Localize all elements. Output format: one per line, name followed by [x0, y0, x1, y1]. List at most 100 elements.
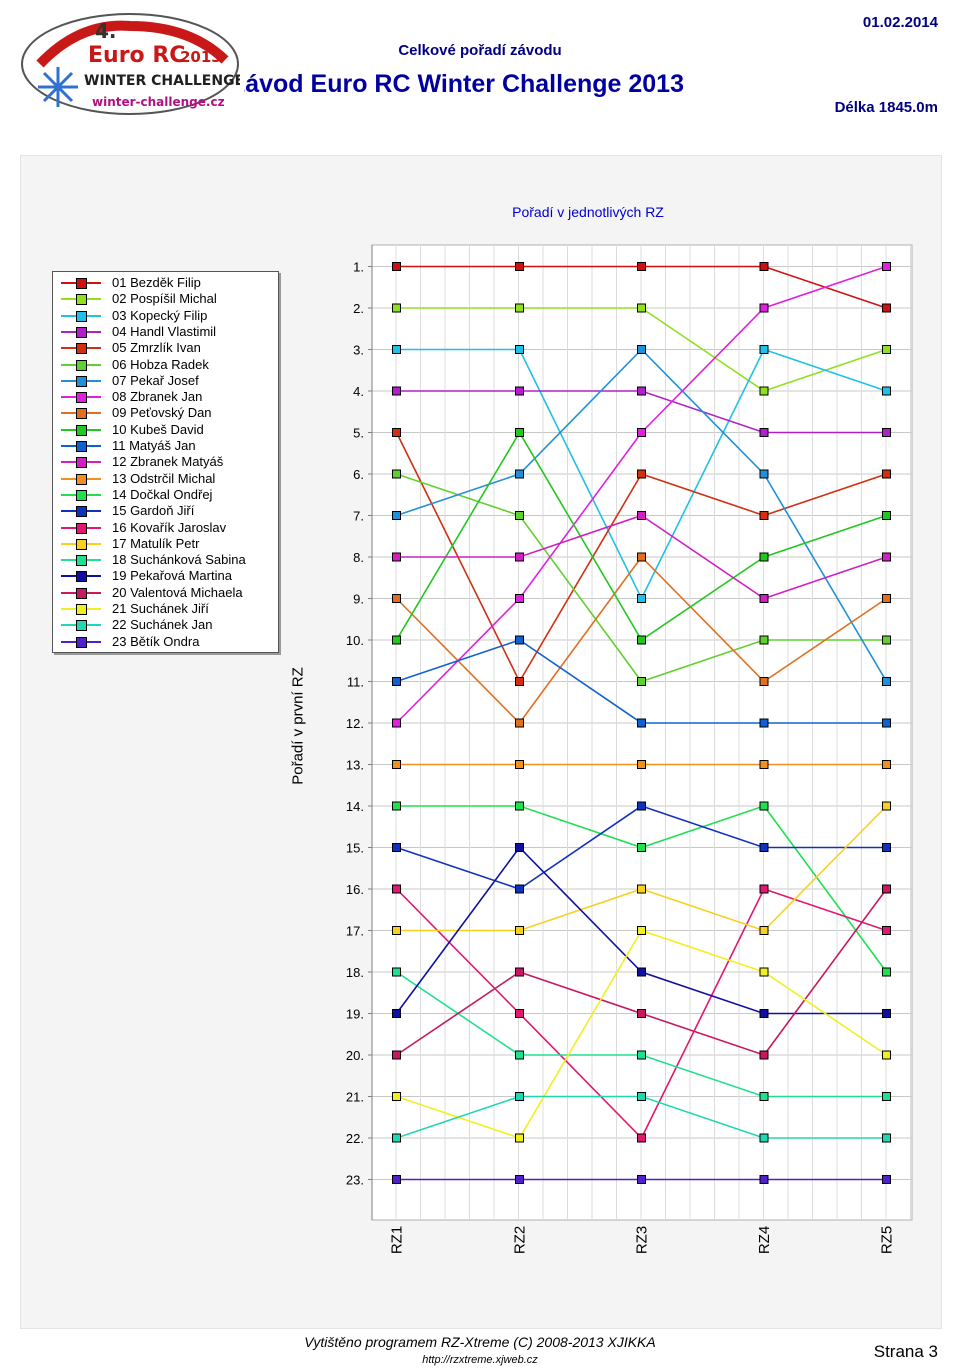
legend-marker	[76, 506, 87, 518]
y-tick-label: 18.	[346, 965, 364, 980]
data-point	[392, 801, 401, 811]
data-point	[882, 884, 891, 894]
data-point	[759, 1092, 769, 1101]
data-point	[882, 1009, 891, 1018]
data-point	[515, 1092, 524, 1101]
data-point	[759, 801, 769, 811]
page-number: Strana 3	[873, 1342, 938, 1361]
y-tick-label: 5.	[353, 426, 364, 441]
y-tick-label: 8.	[353, 550, 364, 565]
x-tick-label: RZ1	[389, 1226, 406, 1254]
data-point	[392, 594, 401, 603]
legend-label: 11 Matyáš Jan	[112, 438, 196, 453]
legend-label: 07 Pekař Josef	[112, 372, 199, 388]
legend-label: 16 Kovařík Jaroslav	[112, 519, 227, 535]
data-point	[637, 801, 646, 811]
y-tick-label: 23.	[346, 1173, 364, 1188]
track-length: Délka 1845.0m	[834, 99, 938, 116]
data-point	[882, 1133, 891, 1143]
data-point	[392, 386, 401, 396]
data-point	[392, 677, 401, 686]
legend-label: 14 Dočkal Ondřej	[112, 486, 213, 502]
y-tick-label: 16.	[346, 882, 364, 897]
data-point	[759, 1133, 769, 1143]
legend-marker	[76, 359, 87, 371]
legend-marker	[76, 457, 87, 469]
data-point	[759, 1050, 769, 1060]
y-tick-label: 3.	[353, 343, 364, 358]
legend-marker	[76, 571, 87, 583]
legend-item: 14 Dočkal Ondřej	[53, 487, 278, 503]
legend-item: 01 Bezděk Filip	[53, 275, 278, 291]
y-tick-label: 19.	[346, 1007, 364, 1022]
legend-item: 10 Kubeš David	[53, 422, 278, 438]
footer-program: Vytištěno programem RZ-Xtreme (C) 2008-2…	[304, 1334, 656, 1350]
data-point	[515, 635, 524, 645]
legend-item: 11 Matyáš Jan	[53, 438, 278, 454]
y-tick-label: 17.	[346, 924, 364, 939]
data-point	[759, 594, 769, 603]
y-tick-label: 9.	[353, 592, 364, 607]
y-tick-label: 15.	[346, 841, 364, 856]
legend-marker	[76, 555, 87, 567]
data-point	[882, 262, 891, 271]
legend-item: 04 Handl Vlastimil	[53, 324, 278, 340]
data-point	[882, 511, 891, 520]
data-point	[637, 843, 646, 852]
legend-marker	[76, 310, 87, 322]
y-tick-label: 7.	[353, 509, 364, 524]
data-point	[882, 967, 891, 977]
data-point	[882, 635, 891, 645]
data-point	[637, 760, 646, 769]
report-date: 01.02.2014	[862, 14, 938, 31]
y-tick-label: 1.	[353, 260, 364, 275]
legend-marker	[76, 294, 87, 306]
data-point	[882, 1092, 891, 1101]
y-tick-label: 10.	[346, 633, 364, 648]
data-point	[515, 1009, 524, 1018]
data-point	[759, 1175, 769, 1184]
y-tick-label: 2.	[353, 301, 364, 316]
data-point	[637, 594, 646, 603]
data-point	[759, 345, 769, 354]
footer-url[interactable]: http://rzxtreme.xjweb.cz	[422, 1354, 538, 1366]
data-point	[759, 760, 769, 769]
data-point	[759, 635, 769, 645]
legend-item: 23 Bětík Ondra	[53, 634, 278, 650]
data-point	[882, 718, 891, 728]
legend-marker	[76, 587, 87, 599]
legend-marker	[76, 326, 87, 338]
legend-item: 07 Pekař Josef	[53, 373, 278, 389]
x-tick-label: RZ4	[756, 1226, 773, 1254]
legend-marker	[76, 392, 87, 404]
race-name-text: 4. závod Euro RC Winter Challenge 2013	[244, 70, 684, 98]
legend-marker	[76, 522, 87, 534]
data-point	[882, 303, 891, 313]
legend-marker	[76, 473, 87, 485]
data-point	[392, 884, 401, 894]
data-point	[637, 1133, 646, 1143]
legend-label: 18 Suchánková Sabina	[112, 552, 246, 568]
legend-marker	[76, 278, 87, 289]
data-point	[882, 1175, 891, 1184]
legend-item: 22 Suchánek Jan	[53, 617, 278, 633]
data-point	[882, 926, 891, 935]
data-point	[882, 428, 891, 437]
data-point	[515, 594, 524, 603]
legend-marker	[76, 604, 87, 615]
y-tick-label: 11.	[347, 675, 364, 690]
legend-label: 10 Kubeš David	[112, 421, 204, 437]
data-point	[759, 843, 769, 852]
data-point	[515, 843, 524, 852]
data-point	[392, 1092, 401, 1101]
data-point	[759, 967, 769, 977]
data-point	[515, 801, 524, 811]
data-point	[882, 677, 891, 686]
data-point	[392, 1133, 401, 1143]
data-point	[515, 469, 524, 479]
data-point	[759, 511, 769, 520]
legend-label: 02 Pospíšil Michal	[112, 291, 217, 307]
data-point	[515, 1050, 524, 1060]
chart-title: Pořadí v jednotlivých RZ	[512, 204, 664, 220]
legend-item: 21 Suchánek Jiří	[53, 601, 278, 617]
